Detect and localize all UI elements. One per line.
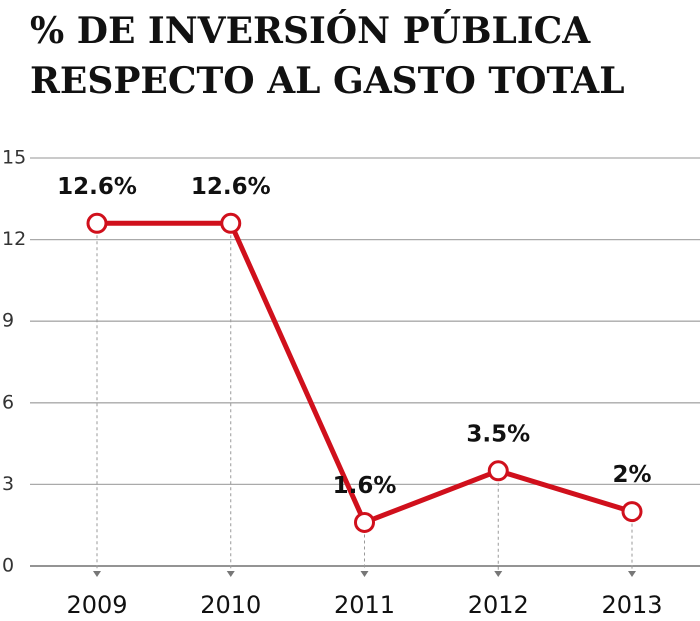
y-tick-label: 6 [2,391,14,413]
chart-title: RESPECTO AL GASTO TOTAL [30,60,625,102]
data-label: 1.6% [333,473,397,499]
data-label: 3.5% [466,421,530,447]
y-tick-label: 0 [2,555,14,577]
x-tick-label: 2009 [66,591,127,619]
guide-arrow [226,571,235,577]
guide-arrow [494,571,503,577]
y-tick-label: 15 [2,147,26,169]
x-tick-label: 2011 [334,591,395,619]
x-tick-label: 2013 [601,591,662,619]
data-point [86,212,108,234]
guide-arrow [93,571,101,577]
x-tick-label: 2010 [200,591,261,619]
data-point [487,460,509,482]
y-tick-label: 9 [2,310,14,332]
chart-title: % DE INVERSIÓN PÚBLICA [30,10,591,52]
y-tick-label: 3 [2,473,14,495]
data-point [220,212,242,234]
data-point [354,511,375,533]
guide-arrow [360,571,369,577]
x-tick-label: 2012 [468,591,529,619]
y-tick-label: 12 [2,228,26,250]
data-label: 12.6% [191,174,271,200]
data-point [621,501,643,523]
data-label: 12.6% [57,174,137,200]
data-label: 2% [612,462,651,488]
guide-arrow [628,571,636,577]
